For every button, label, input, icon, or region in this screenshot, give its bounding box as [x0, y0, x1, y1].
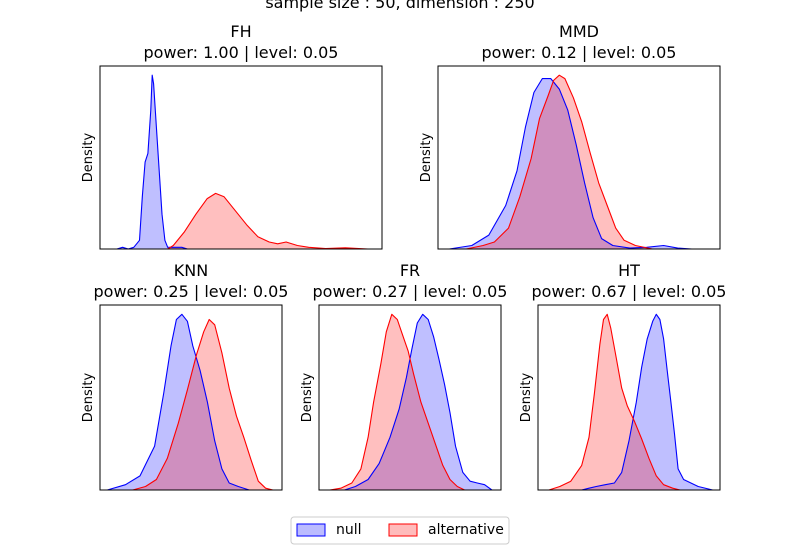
legend-swatch-null: [296, 523, 326, 537]
y-axis-label: Density: [81, 132, 96, 182]
panel-knn: KNN power: 0.25 | level: 0.05 Density: [81, 261, 289, 491]
density-line-alternative: [167, 192, 368, 250]
y-axis-label: Density: [519, 372, 534, 422]
density-line-alternative: [548, 313, 681, 491]
density-line-null: [581, 313, 713, 491]
y-axis-label: Density: [300, 372, 315, 422]
figure-suptitle: sample size : 50, dimension : 250: [265, 0, 534, 12]
panel-subtitle: power: 0.12 | level: 0.05: [482, 43, 677, 62]
panel-subtitle: power: 0.67 | level: 0.05: [532, 282, 727, 301]
axes-frame: [318, 304, 502, 491]
density-line-alternative: [132, 318, 274, 491]
density-fill-alternative: [132, 319, 273, 490]
density-fill-null: [107, 314, 250, 490]
panel-fh: FH power: 1.00 | level: 0.05 Density: [81, 22, 383, 250]
density-fill-alternative: [548, 314, 680, 490]
density-line-null: [449, 78, 692, 250]
legend-label-null: null: [336, 522, 362, 538]
axes-frame: [99, 65, 383, 250]
panels: FH power: 1.00 | level: 0.05 Density MMD pow…: [81, 22, 727, 491]
panel-title: FH: [230, 22, 251, 41]
panel-subtitle: power: 0.25 | level: 0.05: [94, 282, 289, 301]
density-line-alternative: [329, 313, 465, 491]
panel-title: HT: [618, 261, 640, 280]
density-fill-null: [116, 75, 194, 249]
density-fill-alternative: [466, 75, 653, 249]
axes-frame: [99, 304, 283, 491]
axes-frame: [537, 304, 721, 491]
y-axis-label: Density: [419, 132, 434, 182]
density-fill-alternative: [329, 314, 465, 490]
panel-fr: FR power: 0.27 | level: 0.05 Density: [300, 261, 508, 491]
panel-title: MMD: [559, 22, 599, 41]
panel-mmd: MMD power: 0.12 | level: 0.05 Density: [419, 22, 721, 250]
density-line-null: [344, 313, 493, 491]
legend-label-alternative: alternative: [428, 522, 504, 538]
density-fill-alternative: [167, 193, 368, 249]
legend-swatch-alternative: [388, 523, 418, 537]
panel-title: FR: [400, 261, 420, 280]
y-axis-label: Density: [81, 372, 96, 422]
axes-frame: [437, 65, 721, 250]
panel-subtitle: power: 0.27 | level: 0.05: [313, 282, 508, 301]
panel-title: KNN: [174, 261, 208, 280]
density-fill-null: [581, 314, 713, 490]
density-line-null: [107, 313, 250, 491]
density-line-alternative: [466, 74, 653, 250]
panel-subtitle: power: 1.00 | level: 0.05: [144, 43, 339, 62]
density-fill-null: [449, 78, 692, 249]
density-line-null: [116, 74, 194, 250]
panel-ht: HT power: 0.67 | level: 0.05 Density: [519, 261, 727, 491]
legend: null alternative: [290, 516, 510, 545]
